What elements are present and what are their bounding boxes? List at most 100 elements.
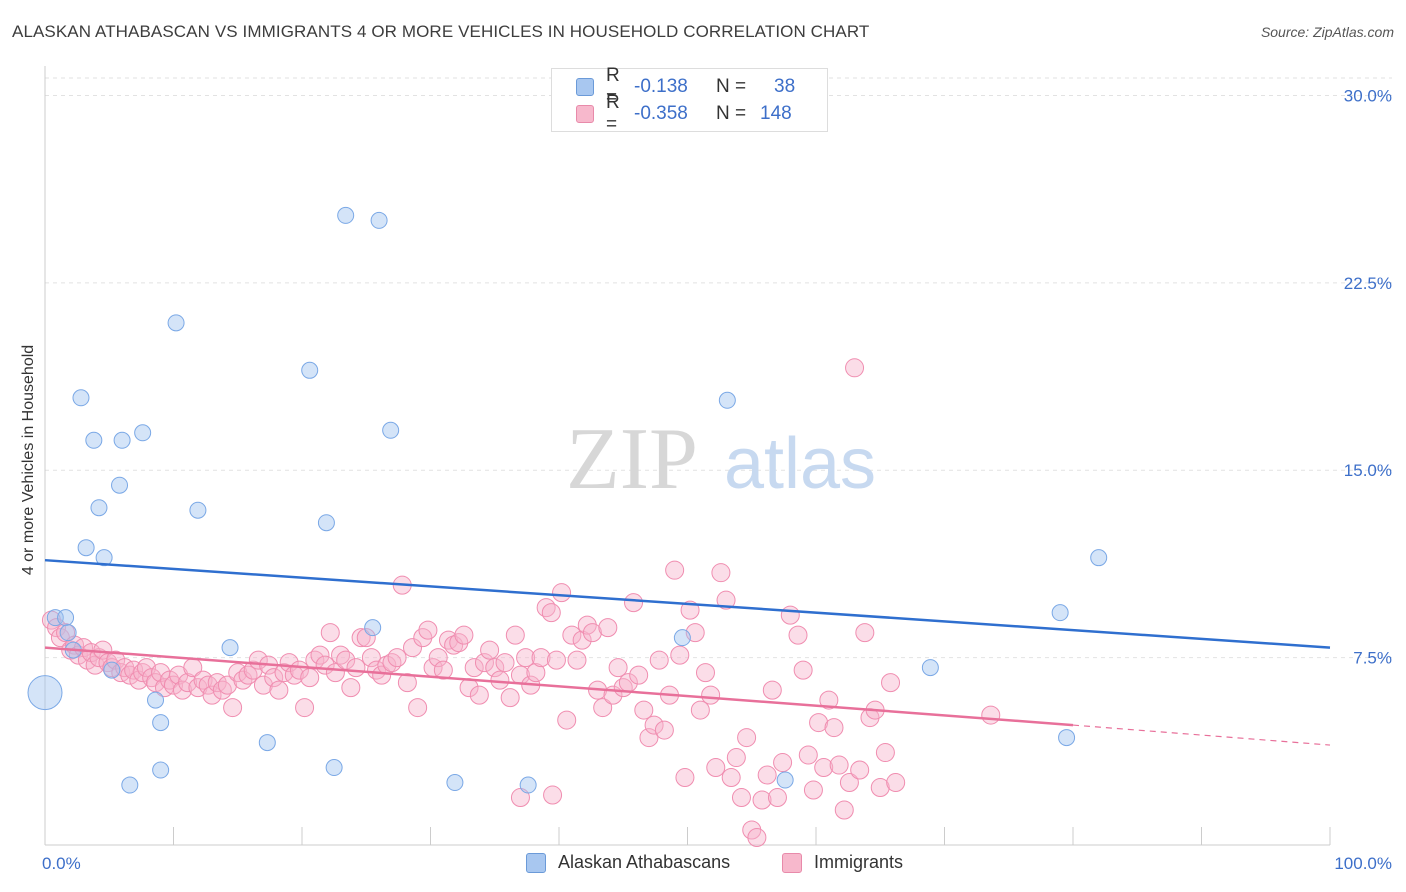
immigrants-point [341,678,361,698]
axes [44,66,1331,846]
immigrants-point [516,648,536,668]
legend-r-value: -0.358 [634,103,688,124]
immigrants-point [644,715,664,735]
immigrants-point [793,660,813,680]
immigrants-point [567,650,587,670]
immigrants-trend-extension [1072,724,1331,746]
bottom-legend-label-athabascan: Alaskan Athabascans [558,852,731,872]
immigrants-point [809,713,829,733]
athabascan-point [147,691,165,709]
athabascan-point [59,624,77,642]
legend-n-label: N = [716,76,747,97]
immigrants-point [767,788,787,808]
athabascan-point [364,619,382,637]
immigrants-point [346,658,366,678]
immigrants-point [747,828,767,848]
athabascan-point [27,675,63,711]
legend-r-label: R = [606,65,620,108]
immigrants-point [757,765,777,785]
immigrants-point [418,620,438,640]
immigrants-point [500,688,520,708]
immigrants-point [444,635,464,655]
x-tick-label: 100.0% [1334,854,1392,873]
athabascan-point [90,499,108,517]
correlation-legend: R = -0.138 N = 38 R = -0.358 N = 148 [551,65,828,135]
immigrants-trend-line [44,646,1074,727]
source-note: Source: ZipAtlas.com [1260,24,1394,40]
immigrants-point [541,603,561,623]
athabascan-point [152,761,170,779]
immigrants-point [819,690,839,710]
immigrants-point [593,698,613,718]
immigrants-point [178,673,198,693]
athabascan-point [189,501,207,519]
immigrants-point [639,728,659,748]
immigrants-point [397,673,417,693]
immigrants-point [721,768,741,788]
immigrants-point [834,800,854,820]
athabascan-point [258,734,276,752]
tick-labels: 7.5% 15.0% 22.5% 30.0% 0.0% 100.0% [42,86,1392,873]
athabascan-point [317,514,335,532]
immigrants-point [485,658,505,678]
immigrants-point [680,600,700,620]
immigrants-point [675,768,695,788]
immigrants-point [552,583,572,603]
athabascan-point [921,659,939,677]
athabascan-point [301,361,319,379]
immigrants-point [762,680,782,700]
immigrants-point [295,698,315,718]
immigrants-point [773,753,793,773]
immigrants-point [361,648,381,668]
immigrants-point [433,660,453,680]
athabascan-point [1090,549,1108,567]
immigrants-point [557,710,577,730]
athabascan-point [134,424,152,442]
athabascan-point [776,771,794,789]
immigrants-point [464,658,484,678]
immigrants-point [526,663,546,683]
athabascan-trend-line [44,558,1331,649]
immigrants-point [474,653,494,673]
immigrants-point [855,623,875,643]
immigrants-point [731,788,751,808]
immigrants-point [367,660,387,680]
immigrants-point [387,648,407,668]
immigrants-point [217,675,237,695]
immigrants-point [711,563,731,583]
immigrants-point [716,590,736,610]
immigrants-point [824,718,844,738]
immigrants-point [372,665,392,685]
immigrants-point [701,685,721,705]
immigrants-point [543,785,563,805]
athabascan-point [111,476,129,494]
immigrants-point [881,673,901,693]
athabascan-point [446,774,464,792]
bottom-legend-immigrants: Immigrants [782,852,903,873]
watermark: ZIP atlas [566,411,876,508]
immigrants-point [164,675,183,695]
immigrants-point [788,625,808,645]
immigrants-point [829,755,849,775]
immigrants-point [665,560,685,580]
athabascan-point [325,759,343,777]
athabascan-point [103,661,121,679]
y-tick-label: 15.0% [1344,461,1392,480]
immigrants-point [233,670,253,690]
athabascan-point [1058,729,1076,747]
immigrants-points [41,358,1001,848]
immigrants-point [382,653,402,673]
immigrants-point [536,598,556,618]
watermark-zip: ZIP [566,411,698,508]
immigrants-point [670,645,690,665]
athabascan-point [57,609,75,627]
athabascan-point [718,391,736,409]
immigrants-point [212,680,232,700]
immigrants-point [870,778,890,798]
immigrants-point [845,358,865,378]
immigrants-point [243,660,263,680]
immigrants-point [469,685,489,705]
immigrants-point [356,628,376,648]
immigrants-point [981,705,1001,725]
